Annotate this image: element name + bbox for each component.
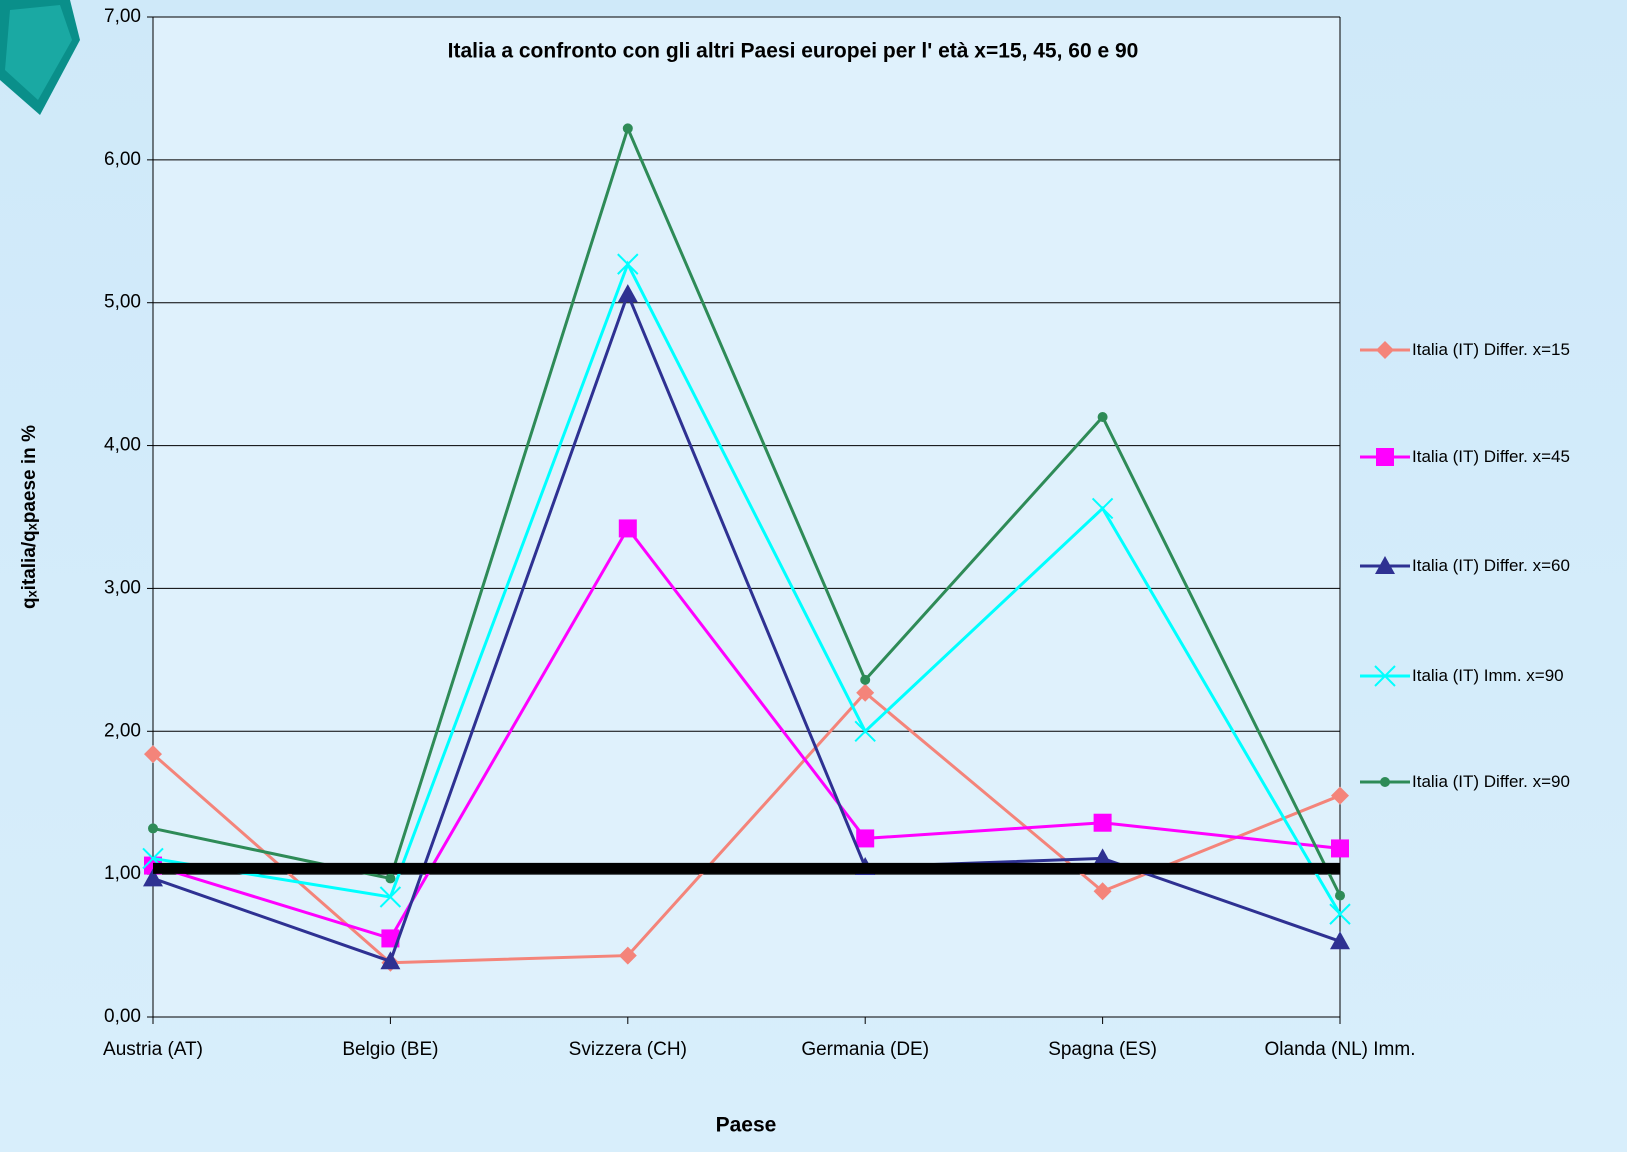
marker	[1093, 882, 1112, 901]
y-tick-label: 2,00	[104, 720, 141, 741]
y-tick-label: 5,00	[104, 292, 141, 313]
marker	[143, 868, 163, 887]
marker	[1376, 448, 1394, 466]
marker	[856, 683, 875, 702]
marker	[144, 745, 162, 764]
marker	[381, 929, 400, 948]
x-tick-label: Spagna (ES)	[1048, 1039, 1157, 1060]
marker	[1091, 497, 1114, 520]
legend-label: Italia (IT) Differ. x=90	[1412, 772, 1570, 791]
marker	[1331, 839, 1349, 858]
legend-label: Italia (IT) Differ. x=60	[1412, 556, 1570, 575]
chart-title: Italia a confronto con gli altri Paesi e…	[448, 40, 1139, 63]
y-tick-label: 6,00	[104, 149, 141, 170]
marker	[1331, 786, 1349, 805]
x-tick-label: Germania (DE)	[801, 1039, 929, 1060]
marker	[385, 873, 396, 884]
decoration	[5, 5, 72, 100]
legend-label: Italia (IT) Differ. x=15	[1412, 340, 1570, 359]
x-tick-label: Austria (AT)	[103, 1039, 203, 1060]
y-tick-label: 3,00	[104, 577, 141, 598]
y-tick-label: 1,00	[104, 863, 141, 884]
y-tick-label: 0,00	[104, 1006, 141, 1027]
x-tick-label: Olanda (NL) Imm.	[1265, 1039, 1416, 1060]
marker	[1093, 813, 1112, 832]
series-line	[152, 690, 1341, 965]
marker	[1330, 931, 1350, 950]
marker	[1380, 777, 1390, 787]
marker	[1097, 412, 1108, 422]
marker	[1375, 556, 1395, 574]
marker	[1329, 903, 1351, 925]
marker	[1376, 341, 1394, 359]
marker	[854, 720, 876, 742]
x-tick-label: Belgio (BE)	[342, 1039, 438, 1060]
series-line	[152, 260, 1342, 915]
marker	[856, 829, 875, 848]
marker	[618, 946, 637, 965]
marker	[380, 951, 401, 970]
marker	[617, 253, 639, 275]
marker	[379, 886, 402, 908]
marker	[1374, 665, 1396, 687]
legend-label: Italia (IT) Differ. x=45	[1412, 447, 1570, 466]
marker	[860, 674, 871, 685]
marker	[1092, 848, 1113, 867]
marker	[617, 284, 638, 303]
y-tick-label: 7,00	[104, 6, 141, 27]
series-line	[152, 525, 1341, 941]
plot-area	[153, 17, 1340, 1017]
marker	[148, 823, 158, 834]
marker	[622, 123, 633, 134]
legend-label: Italia (IT) Imm. x=90	[1412, 666, 1564, 685]
marker	[1335, 890, 1345, 901]
y-axis-title: qₓitalia/qₓpaese in %	[19, 425, 40, 609]
y-tick-label: 4,00	[104, 435, 141, 456]
marker	[618, 519, 637, 538]
x-tick-label: Svizzera (CH)	[569, 1039, 687, 1060]
x-axis-title: Paese	[716, 1114, 777, 1137]
